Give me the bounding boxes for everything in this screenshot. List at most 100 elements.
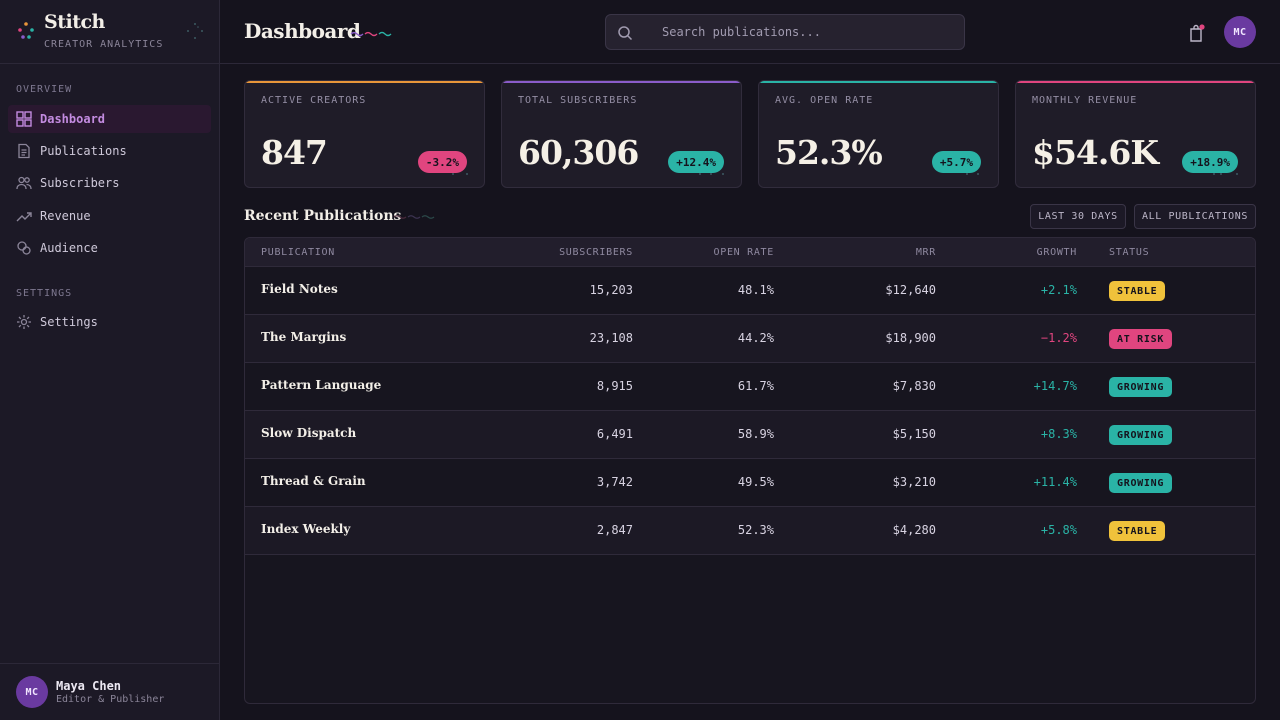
nav-section-overview: OVERVIEW	[16, 84, 73, 95]
status-badge: STABLE	[1109, 521, 1166, 541]
filter-last-30-days-button[interactable]: LAST 30 DAYS	[1030, 204, 1126, 229]
subscribers-value: 2,847	[596, 523, 633, 537]
mrr-value: $4,280	[892, 523, 936, 537]
stat-value: $54.6K	[1032, 133, 1159, 172]
growth-value: +5.8%	[1040, 523, 1077, 537]
decorative-dots-icon	[1213, 173, 1238, 175]
open-rate-value: 49.5%	[737, 475, 774, 489]
open-rate-value: 48.1%	[737, 283, 774, 297]
sidebar-item-label: Dashboard	[40, 112, 106, 126]
subscribers-value: 23,108	[589, 331, 633, 345]
publication-name: The Margins	[261, 330, 347, 344]
stat-card-monthly-revenue: MONTHLY REVENUE $54.6K +18.9%	[1015, 80, 1256, 188]
current-user[interactable]: MC Maya Chen Editor & Publisher	[0, 663, 219, 720]
table-row[interactable]: The Margins 23,108 44.2% $18,900 −1.2% A…	[245, 315, 1255, 363]
stat-label: MONTHLY REVENUE	[1032, 95, 1138, 106]
publication-name: Slow Dispatch	[261, 426, 357, 440]
top-header: Dashboard MC	[220, 0, 1280, 64]
avatar: MC	[16, 676, 48, 708]
header-avatar[interactable]: MC	[1224, 16, 1256, 48]
page-title: Dashboard	[244, 19, 361, 43]
sidebar-item-revenue[interactable]: Revenue	[8, 202, 211, 230]
sparkle-icon	[187, 23, 203, 39]
grid-icon	[16, 111, 32, 127]
publication-name: Index Weekly	[261, 522, 351, 536]
gear-icon	[16, 314, 32, 330]
publications-table: PUBLICATION SUBSCRIBERS OPEN RATE MRR GR…	[244, 237, 1256, 704]
publication-name: Field Notes	[261, 282, 338, 296]
sidebar-item-publications[interactable]: Publications	[8, 137, 211, 165]
mrr-value: $18,900	[885, 331, 936, 345]
publication-name: Thread & Grain	[261, 474, 366, 488]
circles-icon	[16, 240, 32, 256]
decorative-squiggle-icon	[350, 31, 392, 37]
sidebar-item-label: Settings	[40, 315, 98, 329]
stat-label: TOTAL SUBSCRIBERS	[518, 95, 638, 106]
table-row[interactable]: Thread & Grain 3,742 49.5% $3,210 +11.4%…	[245, 459, 1255, 507]
column-header-growth[interactable]: GROWTH	[1036, 247, 1077, 258]
users-icon	[16, 175, 32, 191]
growth-value: +11.4%	[1033, 475, 1077, 489]
decorative-squiggle-icon	[393, 215, 435, 219]
stitch-logo-icon	[18, 22, 34, 39]
publication-name: Pattern Language	[261, 378, 382, 392]
sidebar-item-label: Revenue	[40, 209, 91, 223]
table-row[interactable]: Index Weekly 2,847 52.3% $4,280 +5.8% ST…	[245, 507, 1255, 555]
nav-section-settings: SETTINGS	[16, 288, 73, 299]
column-header-open-rate[interactable]: OPEN RATE	[713, 247, 774, 258]
status-badge: GROWING	[1109, 377, 1173, 397]
column-header-status[interactable]: STATUS	[1109, 247, 1150, 258]
card-accent-bar	[759, 81, 998, 83]
stat-change-badge: -3.2%	[417, 151, 467, 173]
subscribers-value: 8,915	[596, 379, 633, 393]
open-rate-value: 44.2%	[737, 331, 774, 345]
sidebar-item-settings[interactable]: Settings	[8, 308, 211, 336]
decorative-dots-icon	[699, 173, 724, 175]
stat-change-badge: +5.7%	[931, 151, 981, 173]
growth-value: +8.3%	[1040, 427, 1077, 441]
open-rate-value: 58.9%	[737, 427, 774, 441]
sidebar: Stitch CREATOR ANALYTICS OVERVIEW Dashbo…	[0, 0, 220, 720]
subscribers-value: 3,742	[596, 475, 633, 489]
sidebar-item-label: Publications	[40, 144, 127, 158]
column-header-subscribers[interactable]: SUBSCRIBERS	[559, 247, 633, 258]
stat-value: 847	[261, 133, 328, 172]
stat-label: AVG. OPEN RATE	[775, 95, 874, 106]
notifications-icon[interactable]	[1188, 23, 1208, 43]
card-accent-bar	[245, 81, 484, 83]
section-title: Recent Publications	[244, 208, 402, 224]
stat-card-active-creators: ACTIVE CREATORS 847 -3.2%	[244, 80, 485, 188]
sidebar-item-dashboard[interactable]: Dashboard	[8, 105, 211, 133]
card-accent-bar	[1016, 81, 1255, 83]
table-row[interactable]: Slow Dispatch 6,491 58.9% $5,150 +8.3% G…	[245, 411, 1255, 459]
column-header-mrr[interactable]: MRR	[915, 247, 936, 258]
stat-card-avg-open-rate: AVG. OPEN RATE 52.3% +5.7%	[758, 80, 999, 188]
filter-all-publications-button[interactable]: ALL PUBLICATIONS	[1134, 204, 1256, 229]
open-rate-value: 61.7%	[737, 379, 774, 393]
table-header: PUBLICATION SUBSCRIBERS OPEN RATE MRR GR…	[245, 238, 1255, 267]
status-badge: AT RISK	[1109, 329, 1173, 349]
stat-label: ACTIVE CREATORS	[261, 95, 367, 106]
mrr-value: $12,640	[885, 283, 936, 297]
subscribers-value: 6,491	[596, 427, 633, 441]
search-input[interactable]	[662, 15, 958, 49]
growth-value: −1.2%	[1040, 331, 1077, 345]
sidebar-item-label: Subscribers	[40, 176, 120, 190]
document-icon	[16, 143, 32, 159]
sidebar-item-subscribers[interactable]: Subscribers	[8, 169, 211, 197]
sidebar-item-label: Audience	[40, 241, 98, 255]
trend-icon	[16, 208, 32, 224]
status-badge: GROWING	[1109, 425, 1173, 445]
table-row[interactable]: Pattern Language 8,915 61.7% $7,830 +14.…	[245, 363, 1255, 411]
mrr-value: $3,210	[892, 475, 936, 489]
search-box[interactable]	[605, 14, 965, 50]
user-role: Editor & Publisher	[56, 694, 165, 705]
table-row[interactable]: Field Notes 15,203 48.1% $12,640 +2.1% S…	[245, 267, 1255, 315]
brand: Stitch CREATOR ANALYTICS	[0, 0, 219, 64]
mrr-value: $7,830	[892, 379, 936, 393]
sidebar-item-audience[interactable]: Audience	[8, 234, 211, 262]
column-header-publication[interactable]: PUBLICATION	[261, 247, 335, 258]
stat-change-badge: +12.4%	[668, 151, 724, 173]
stat-value: 60,306	[518, 133, 639, 172]
stat-change-badge: +18.9%	[1182, 151, 1238, 173]
